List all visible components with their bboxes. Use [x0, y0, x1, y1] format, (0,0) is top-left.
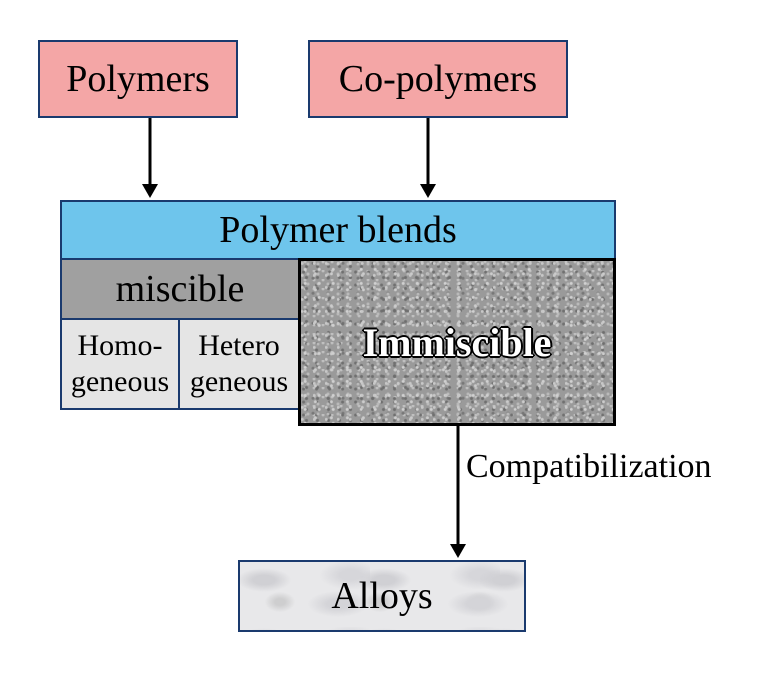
node-homogeneous: Homo- geneous	[60, 318, 180, 410]
arrow-copolymers-to-blends	[418, 118, 438, 200]
node-polymers: Polymers	[38, 40, 238, 118]
label-miscible: miscible	[116, 267, 245, 311]
label-blends: Polymer blends	[219, 208, 456, 252]
label-polymers: Polymers	[66, 57, 210, 101]
node-blends: Polymer blends	[60, 200, 616, 260]
label-immiscible: Immiscible	[363, 319, 552, 366]
label-alloys: Alloys	[331, 574, 432, 618]
arrow-immiscible-to-alloys	[448, 426, 468, 560]
arrow-polymers-to-blends	[140, 118, 160, 200]
node-heterogeneous: Hetero geneous	[178, 318, 300, 410]
node-alloys: Alloys	[238, 560, 526, 632]
label-compatibilization: Compatibilization	[466, 448, 712, 486]
node-immiscible: Immiscible	[298, 258, 616, 426]
node-copolymers: Co-polymers	[308, 40, 568, 118]
label-heterogeneous: Hetero geneous	[190, 328, 288, 400]
node-miscible: miscible	[60, 258, 300, 320]
label-homogeneous: Homo- geneous	[71, 328, 169, 400]
label-copolymers: Co-polymers	[339, 57, 537, 101]
